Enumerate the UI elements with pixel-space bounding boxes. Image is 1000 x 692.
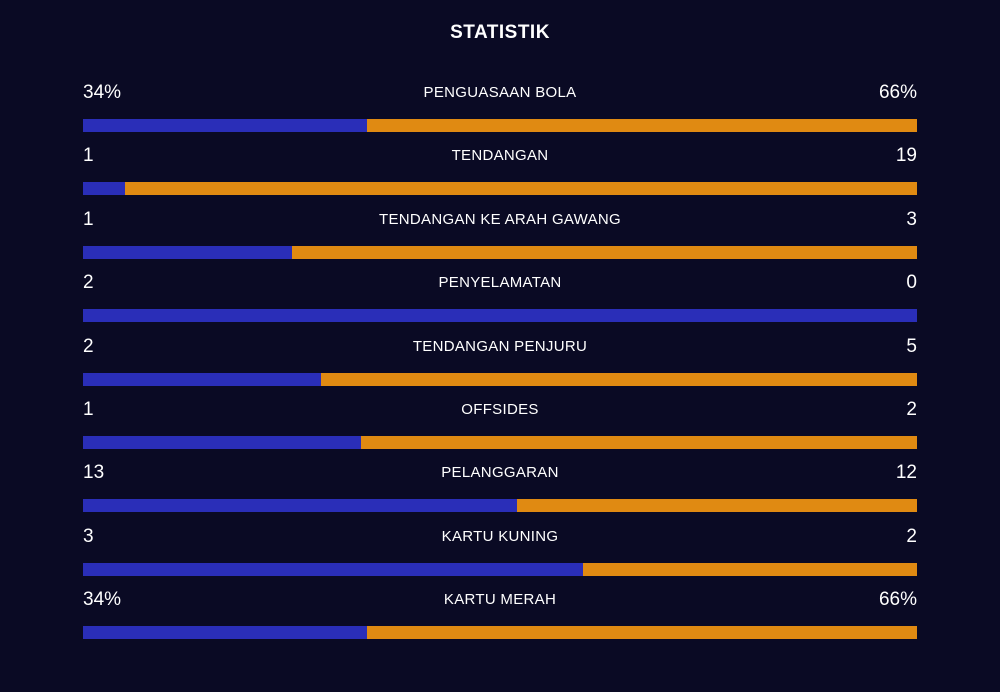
stat-home-value: 13 bbox=[83, 462, 105, 484]
stat-away-value: 0 bbox=[906, 272, 917, 294]
stat-comparison-bar bbox=[83, 119, 917, 132]
stat-bar-home bbox=[83, 309, 917, 323]
stat-comparison-bar bbox=[83, 626, 917, 640]
stat-bar-home bbox=[83, 499, 517, 513]
stat-row: 1 TENDANGAN 19 bbox=[83, 139, 917, 202]
stat-label: TENDANGAN PENJURU bbox=[412, 337, 588, 355]
stat-bar-home bbox=[83, 182, 125, 196]
stat-row: 13 PELANGGARAN 12 bbox=[83, 456, 917, 519]
stat-comparison-bar bbox=[83, 435, 917, 449]
stat-label: KARTU MERAH bbox=[443, 591, 557, 609]
stat-bar-away bbox=[124, 182, 917, 196]
stat-bar-away bbox=[360, 435, 917, 449]
stat-label: PENGUASAAN BOLA bbox=[423, 84, 577, 101]
stat-bar-home bbox=[83, 372, 322, 386]
stat-comparison-bar bbox=[83, 372, 917, 386]
stat-home-value: 3 bbox=[83, 525, 94, 547]
stat-header: 2 PENYELAMATAN 0 bbox=[83, 266, 917, 308]
stat-comparison-bar bbox=[83, 499, 917, 513]
stat-home-value: 1 bbox=[83, 145, 94, 167]
stat-bar-away bbox=[291, 245, 917, 259]
stat-row: 1 TENDANGAN KE ARAH GAWANG 3 bbox=[83, 203, 917, 266]
stat-header: 34% PENGUASAAN BOLA 66% bbox=[83, 76, 917, 118]
stat-home-value: 2 bbox=[83, 335, 94, 357]
stat-comparison-bar bbox=[83, 309, 917, 323]
stat-home-value: 2 bbox=[83, 272, 94, 294]
stat-away-value: 66% bbox=[878, 589, 917, 611]
stat-home-value: 34% bbox=[83, 589, 122, 611]
stat-bar-away bbox=[366, 119, 917, 132]
stats-title: STATISTIK bbox=[450, 22, 550, 43]
stat-bar-away bbox=[366, 626, 917, 640]
stat-away-value: 2 bbox=[906, 398, 917, 420]
stat-label: TENDANGAN bbox=[451, 147, 549, 165]
stat-comparison-bar bbox=[83, 562, 917, 576]
stat-row: 34% PENGUASAAN BOLA 66% bbox=[83, 76, 917, 139]
stat-home-value: 34% bbox=[83, 82, 122, 103]
stat-header: 1 TENDANGAN KE ARAH GAWANG 3 bbox=[83, 203, 917, 245]
stat-header: 34% KARTU MERAH 66% bbox=[83, 583, 917, 625]
stat-label: PELANGGARAN bbox=[441, 464, 559, 482]
stat-away-value: 66% bbox=[878, 82, 917, 103]
stat-comparison-bar bbox=[83, 245, 917, 259]
stat-row: 2 TENDANGAN PENJURU 5 bbox=[83, 330, 917, 393]
stat-away-value: 12 bbox=[895, 462, 917, 484]
stat-label: PENYELAMATAN bbox=[438, 274, 562, 292]
stat-bar-home bbox=[83, 435, 361, 449]
stat-header: 2 TENDANGAN PENJURU 5 bbox=[83, 330, 917, 372]
stat-away-value: 19 bbox=[895, 145, 917, 167]
stat-away-value: 2 bbox=[906, 525, 917, 547]
stat-home-value: 1 bbox=[83, 398, 94, 420]
stat-bar-home bbox=[83, 626, 367, 640]
stat-home-value: 1 bbox=[83, 208, 94, 230]
stat-header: 13 PELANGGARAN 12 bbox=[83, 456, 917, 498]
stats-list: 34% PENGUASAAN BOLA 66% 1 TENDANGAN 19 1 TENDAN… bbox=[83, 76, 917, 647]
stat-bar-home bbox=[83, 245, 292, 259]
stat-row: 3 KARTU KUNING 2 bbox=[83, 520, 917, 583]
stat-row: 34% KARTU MERAH 66% bbox=[83, 583, 917, 646]
stat-bar-home bbox=[83, 119, 367, 132]
stat-bar-home bbox=[83, 562, 584, 576]
stat-header: 3 KARTU KUNING 2 bbox=[83, 520, 917, 562]
stat-label: TENDANGAN KE ARAH GAWANG bbox=[379, 210, 621, 228]
stat-row: 2 PENYELAMATAN 0 bbox=[83, 266, 917, 329]
stat-header: 1 TENDANGAN 19 bbox=[83, 139, 917, 181]
stat-bar-away bbox=[583, 562, 917, 576]
stat-label: KARTU KUNING bbox=[441, 527, 559, 545]
stat-away-value: 3 bbox=[906, 208, 917, 230]
stat-row: 1 OFFSIDES 2 bbox=[83, 393, 917, 456]
stat-header: 1 OFFSIDES 2 bbox=[83, 393, 917, 435]
stat-comparison-bar bbox=[83, 182, 917, 196]
stat-bar-away bbox=[321, 372, 917, 386]
stat-away-value: 5 bbox=[906, 335, 917, 357]
stat-bar-away bbox=[516, 499, 917, 513]
stat-label: OFFSIDES bbox=[461, 400, 539, 418]
